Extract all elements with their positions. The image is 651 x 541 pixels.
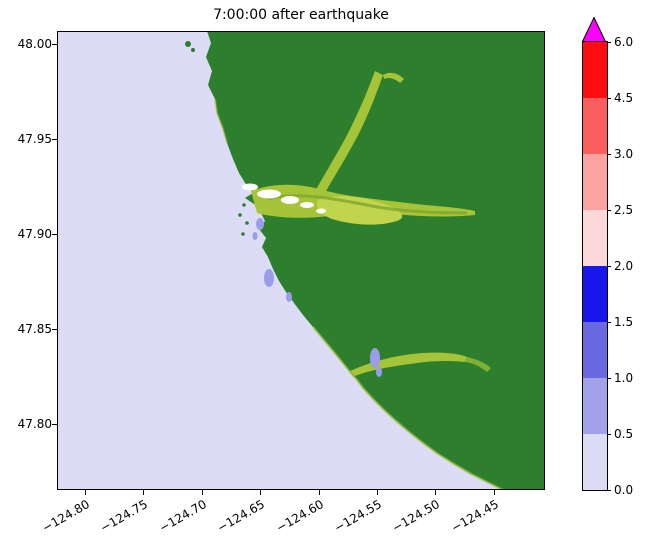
colorbar-segment [583,322,607,378]
colorbar-tick-mark [607,378,611,379]
map-plot-area [57,31,545,490]
inundated-patch [252,232,258,240]
y-tick-label: 47.95 [17,132,52,146]
colorbar-tick-mark [607,98,611,99]
x-tick-mark [143,490,145,495]
x-tick-label: −124.75 [98,497,151,536]
y-tick-label: 48.00 [17,37,52,51]
colorbar-segment [583,210,607,266]
map-canvas [57,31,545,490]
river-valley-olive-streak [266,194,468,215]
x-tick-mark [260,490,262,495]
south-river-tail [465,357,491,372]
colorbar-tick-mark [607,210,611,211]
x-tick-mark [377,490,378,495]
colorbar-tick-label: 1.5 [614,315,634,329]
sandbar-patches [242,183,326,214]
x-tick-label: −124.50 [390,497,443,536]
y-tick-label: 47.90 [17,227,52,241]
inundated-patch [376,367,382,377]
colorbar-tick-mark [607,154,611,155]
sandbar-patch [281,196,299,204]
river-valley-bright-patch [316,196,403,225]
colorbar-tick-label: 0.0 [614,483,634,497]
colorbar-tick-mark [607,490,611,491]
colorbar-tick-mark [607,434,611,435]
x-tick-mark [85,490,86,495]
sandbar-patch [242,183,258,191]
chart-title: 7:00:00 after earthquake [213,7,389,23]
islet [241,232,245,236]
x-tick-label: −124.70 [156,497,209,536]
over-arrow-triangle [582,17,606,42]
y-tick-mark [52,234,57,235]
islet [242,203,246,207]
x-tick-mark [493,490,495,495]
colorbar-tick-label: 2.0 [614,259,634,273]
y-tick-mark [52,139,57,140]
y-tick-label: 47.85 [17,322,52,336]
north-coast-fringe [214,98,228,144]
colorbar-tick-label: 6.0 [614,35,634,49]
x-tick-label: −124.45 [448,497,501,536]
sandbar-patch [257,189,281,199]
colorbar-tick-label: 1.0 [614,371,634,385]
colorbar-segment [583,266,607,322]
inundated-patch [370,348,380,368]
x-tick-label: −124.60 [273,497,326,536]
islet [245,221,249,225]
islet [185,41,191,47]
y-tick-mark [52,329,57,330]
land-region [206,31,545,490]
inundated-patch [264,269,274,287]
tributary-hook [383,72,404,83]
colorbar-segment [583,434,607,490]
colorbar-tick-mark [607,322,611,323]
south-coast-fringe [312,326,504,490]
colorbar-tick-label: 2.5 [614,203,634,217]
inundated-patches [252,218,382,377]
colorbar-tick-label: 4.5 [614,91,634,105]
offshore-islets [185,41,249,236]
colorbar-segment [583,98,607,154]
inundated-patch [256,218,264,230]
colorbar-segment [583,378,607,434]
northeast-tributary [315,71,383,196]
x-tick-label: −124.55 [331,497,384,536]
x-tick-mark [435,490,437,495]
colorbar-tick-mark [607,42,611,43]
x-tick-mark [201,490,203,495]
colorbar-segment [583,42,607,98]
inundated-patch [286,292,292,302]
x-tick-label: −124.80 [39,497,92,536]
colorbar [582,41,608,491]
colorbar-over-arrow [582,17,606,42]
y-tick-mark [52,44,57,45]
sandbar-patch [300,202,314,208]
islet [191,48,195,52]
south-river-inundation [350,352,467,376]
x-tick-mark [318,490,320,495]
y-tick-label: 47.80 [17,417,52,431]
sandbar-patch [316,208,326,214]
y-tick-mark [52,424,57,425]
x-tick-label: −124.65 [215,497,268,536]
colorbar-tick-label: 3.0 [614,147,634,161]
islet [238,213,242,217]
colorbar-tick-mark [607,266,611,267]
colorbar-segment [583,154,607,210]
colorbar-tick-label: 0.5 [614,427,634,441]
